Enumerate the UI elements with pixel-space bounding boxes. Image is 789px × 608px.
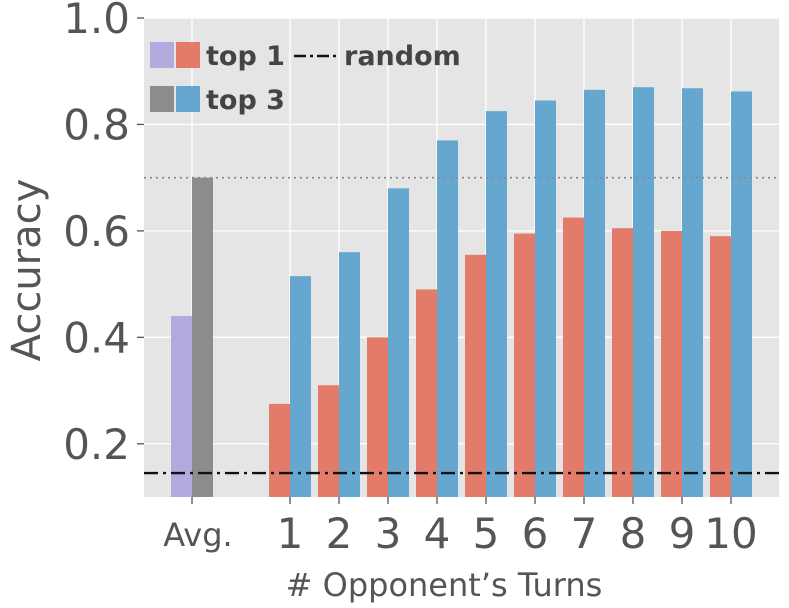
- bar-top1-1: [269, 403, 290, 497]
- y-tick-label: 0.8: [63, 100, 130, 149]
- bar-top3-9: [682, 88, 703, 498]
- x-tick-label: 10: [704, 509, 757, 558]
- bar-top1-9: [661, 230, 682, 497]
- legend-label-top3: top 3: [206, 85, 285, 116]
- legend: top 1 random top 3: [150, 41, 461, 116]
- bar-top3-5: [486, 111, 507, 497]
- x-tick-label: 2: [326, 509, 353, 558]
- x-axis-label: # Opponent’s Turns: [286, 566, 603, 604]
- bar-top3-3: [388, 188, 409, 498]
- x-tick-label: 9: [669, 509, 696, 558]
- bar-top1-2: [318, 385, 339, 497]
- bar-top3-4: [437, 140, 458, 497]
- x-tick-label-avg: Avg.: [163, 516, 232, 554]
- y-axis: 0.2 0.4 0.6 0.8 1.0: [63, 0, 144, 469]
- bar-top1-4: [416, 289, 437, 497]
- x-tick-label: 5: [473, 509, 500, 558]
- bar-avg-top1: [171, 316, 192, 497]
- legend-label-random: random: [344, 41, 461, 72]
- y-tick-label: 0.4: [63, 313, 130, 362]
- bar-top3-2: [339, 252, 360, 497]
- x-axis: Avg. 1 2 3 4 5 6 7 8 9 10: [163, 497, 758, 558]
- bar-top3-7: [584, 89, 605, 497]
- bars: [171, 87, 752, 498]
- bar-top3-1: [290, 276, 311, 497]
- x-tick-label: 4: [424, 509, 451, 558]
- bar-top3-10: [731, 91, 752, 498]
- bar-top1-8: [612, 228, 633, 497]
- legend-swatch-top1: [176, 42, 200, 68]
- y-axis-label: Accuracy: [4, 179, 50, 362]
- reference-lines: [144, 176, 779, 475]
- legend-swatch-avg-top3: [150, 86, 174, 112]
- bar-top1-10: [710, 236, 731, 497]
- x-tick-label: 1: [277, 509, 304, 558]
- y-tick-label: 1.0: [63, 0, 130, 43]
- x-tick-label: 6: [522, 509, 549, 558]
- bar-top1-5: [465, 254, 486, 497]
- x-tick-label: 3: [375, 509, 402, 558]
- y-tick-label: 0.6: [63, 207, 130, 256]
- bar-top1-3: [367, 337, 388, 497]
- bar-top3-6: [535, 100, 556, 497]
- legend-swatch-avg-top1: [150, 42, 174, 68]
- bar-avg-top3: [192, 177, 213, 497]
- legend-swatch-top3: [176, 86, 200, 112]
- x-tick-label: 8: [620, 509, 647, 558]
- y-tick-label: 0.2: [63, 420, 130, 469]
- legend-label-top1: top 1: [206, 41, 285, 72]
- bar-top1-7: [563, 217, 584, 498]
- bar-top1-6: [514, 233, 535, 498]
- x-tick-label: 7: [571, 509, 598, 558]
- bar-top3-8: [633, 87, 654, 497]
